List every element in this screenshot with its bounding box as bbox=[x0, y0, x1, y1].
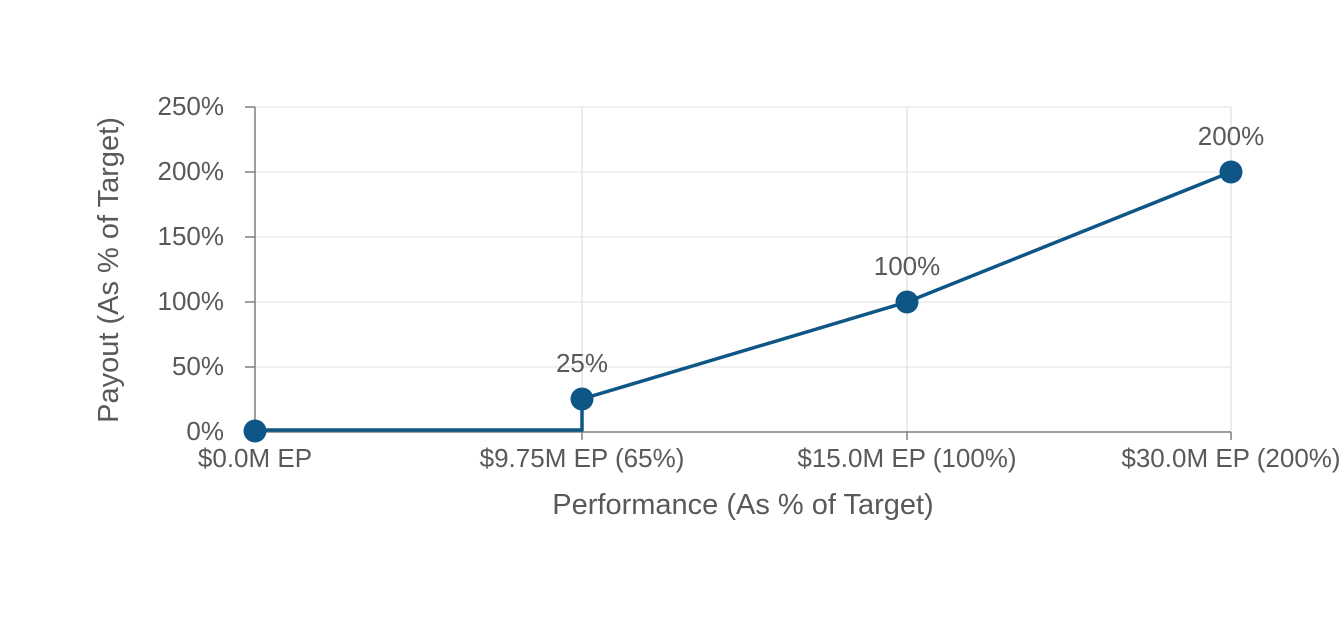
svg-text:Payout (As % of Target): Payout (As % of Target) bbox=[93, 117, 125, 423]
svg-text:200%: 200% bbox=[1198, 121, 1265, 151]
svg-text:0%: 0% bbox=[186, 416, 224, 446]
svg-text:100%: 100% bbox=[874, 251, 941, 281]
svg-text:200%: 200% bbox=[158, 156, 225, 186]
svg-text:$30.0M EP (200%): $30.0M EP (200%) bbox=[1121, 443, 1340, 473]
svg-text:$9.75M EP (65%): $9.75M EP (65%) bbox=[480, 443, 685, 473]
svg-text:25%: 25% bbox=[556, 348, 608, 378]
svg-text:150%: 150% bbox=[158, 221, 225, 251]
svg-text:Performance (As % of Target): Performance (As % of Target) bbox=[552, 489, 933, 521]
svg-text:250%: 250% bbox=[158, 91, 225, 121]
svg-text:$0.0M EP: $0.0M EP bbox=[198, 443, 312, 473]
svg-text:50%: 50% bbox=[172, 351, 224, 381]
svg-text:$15.0M EP (100%): $15.0M EP (100%) bbox=[797, 443, 1016, 473]
svg-text:100%: 100% bbox=[158, 286, 225, 316]
